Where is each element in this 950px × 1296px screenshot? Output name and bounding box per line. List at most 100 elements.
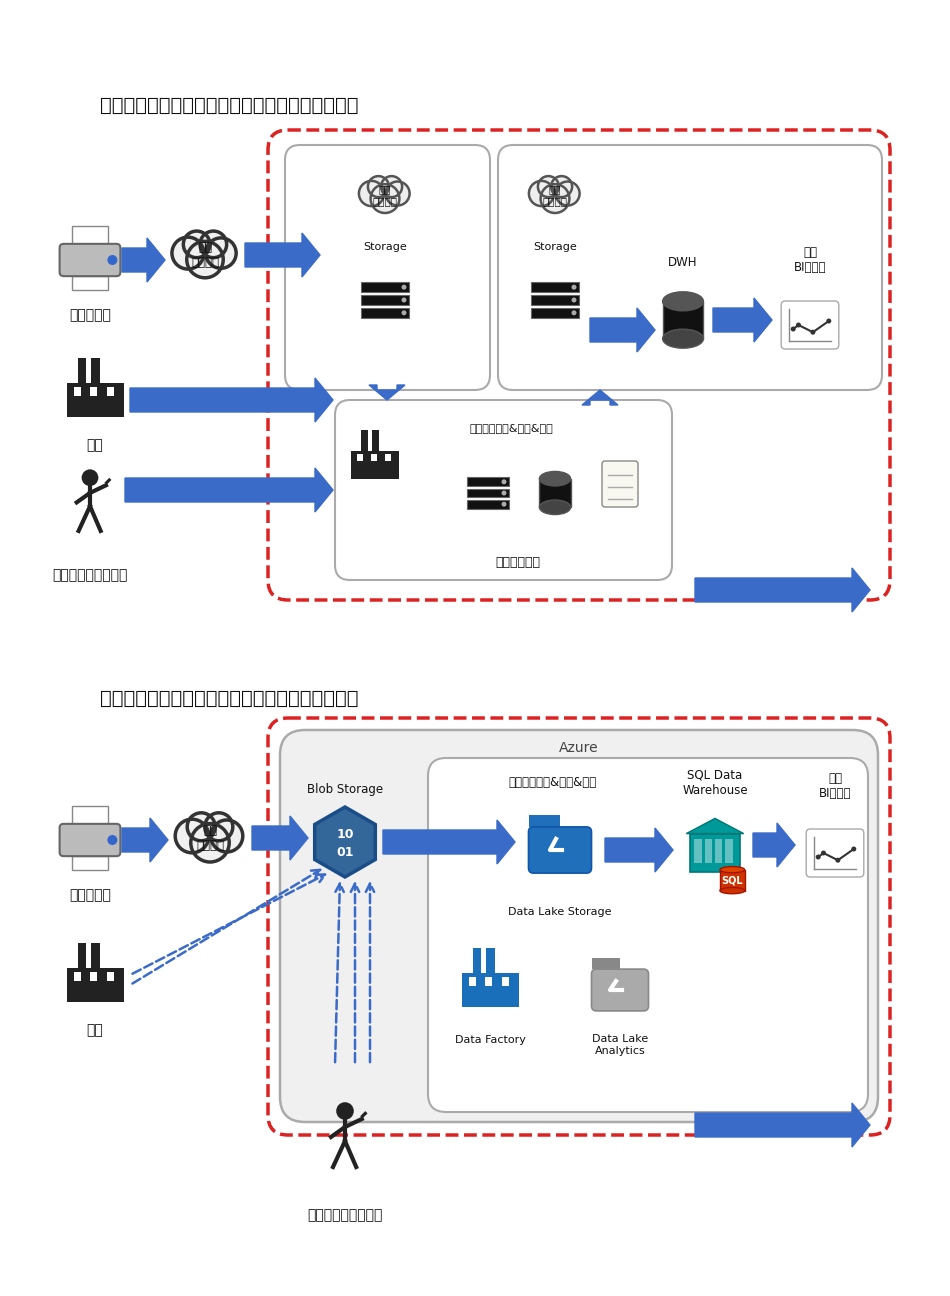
Text: 01: 01 (336, 845, 353, 858)
Text: 他社
BIツール: 他社 BIツール (819, 772, 851, 800)
Circle shape (402, 310, 407, 315)
Bar (74, 972, 81, 981)
FancyBboxPatch shape (60, 824, 121, 857)
Polygon shape (252, 816, 308, 861)
Text: 10: 10 (336, 828, 353, 841)
FancyBboxPatch shape (268, 130, 890, 600)
Circle shape (572, 285, 577, 290)
Text: データの流れ: データの流れ (756, 582, 808, 597)
FancyBboxPatch shape (781, 301, 839, 349)
Text: 工場: 工場 (86, 1023, 104, 1037)
Bar (361, 430, 368, 451)
Ellipse shape (720, 888, 745, 894)
Polygon shape (245, 233, 320, 277)
Circle shape (82, 469, 99, 486)
Polygon shape (713, 298, 772, 342)
Text: 工場: 工場 (86, 438, 104, 452)
Bar (462, 973, 519, 1007)
Circle shape (572, 310, 577, 315)
Text: SQL: SQL (721, 875, 743, 885)
Ellipse shape (720, 867, 745, 872)
Circle shape (336, 1102, 353, 1120)
Circle shape (551, 176, 572, 197)
Bar (184, 249, 226, 260)
Bar (486, 949, 495, 973)
Bar (361, 295, 409, 305)
Circle shape (790, 327, 796, 332)
Polygon shape (605, 828, 673, 872)
Circle shape (502, 490, 506, 495)
Text: DWH: DWH (668, 255, 697, 268)
Bar (90, 388, 97, 395)
Bar (72, 806, 108, 824)
Text: 他社
クラウド: 他社 クラウド (196, 824, 224, 851)
Bar (528, 815, 560, 827)
Bar (726, 839, 732, 863)
Polygon shape (369, 385, 405, 400)
Bar (91, 358, 100, 382)
Bar (720, 870, 745, 890)
Circle shape (402, 285, 407, 290)
Bar (662, 301, 703, 338)
Text: ファイル取込&加工&転送: ファイル取込&加工&転送 (470, 422, 554, 433)
Bar (66, 968, 124, 1002)
Bar (540, 478, 571, 507)
Bar (361, 283, 409, 293)
Polygon shape (582, 390, 618, 404)
Text: Storage: Storage (363, 242, 407, 251)
Bar (485, 977, 492, 986)
Circle shape (206, 238, 237, 268)
Text: 他社
クラウド: 他社 クラウド (372, 184, 397, 206)
Circle shape (370, 184, 399, 213)
Text: Storage: Storage (533, 242, 577, 251)
Bar (467, 477, 509, 486)
Circle shape (359, 181, 384, 206)
Bar (91, 943, 100, 968)
Polygon shape (122, 238, 165, 283)
Text: SQL Data
Warehouse: SQL Data Warehouse (682, 769, 748, 797)
Ellipse shape (662, 292, 703, 311)
Circle shape (556, 181, 580, 206)
Polygon shape (695, 568, 870, 612)
Polygon shape (695, 1103, 870, 1147)
Circle shape (851, 846, 856, 851)
Polygon shape (122, 818, 168, 862)
Bar (78, 358, 86, 382)
Circle shape (816, 854, 821, 859)
FancyBboxPatch shape (335, 400, 672, 581)
Circle shape (810, 329, 815, 334)
Circle shape (200, 231, 227, 258)
FancyBboxPatch shape (602, 461, 638, 507)
Polygon shape (383, 820, 515, 864)
Bar (531, 307, 579, 318)
Circle shape (821, 850, 826, 855)
Circle shape (826, 319, 831, 324)
Text: Azure: Azure (560, 741, 598, 756)
FancyBboxPatch shape (60, 244, 121, 276)
Bar (361, 307, 409, 318)
Bar (360, 1111, 368, 1118)
Ellipse shape (540, 500, 571, 515)
Circle shape (835, 858, 841, 863)
FancyBboxPatch shape (592, 969, 649, 1011)
Text: 新データ分析基盤：システム構成図（稼働ログ）: 新データ分析基盤：システム構成図（稼働ログ） (100, 688, 358, 708)
FancyBboxPatch shape (498, 145, 882, 390)
Bar (473, 949, 482, 973)
Circle shape (211, 820, 243, 851)
Bar (104, 478, 111, 485)
Ellipse shape (540, 472, 571, 486)
Text: 他社
クラウド: 他社 クラウド (191, 241, 219, 270)
Bar (72, 226, 108, 244)
Circle shape (529, 181, 554, 206)
Bar (502, 977, 508, 986)
Bar (188, 832, 232, 844)
Text: Data Factory: Data Factory (454, 1036, 525, 1045)
Text: 他社
BIツール: 他社 BIツール (794, 246, 826, 273)
Bar (531, 283, 579, 293)
Text: 旧データ分析基盤：システム構成図（稼働ログ）: 旧データ分析基盤：システム構成図（稼働ログ） (100, 96, 358, 114)
Bar (371, 430, 379, 451)
Bar (351, 451, 399, 480)
Circle shape (175, 819, 209, 853)
Bar (357, 455, 363, 461)
Bar (90, 972, 97, 981)
